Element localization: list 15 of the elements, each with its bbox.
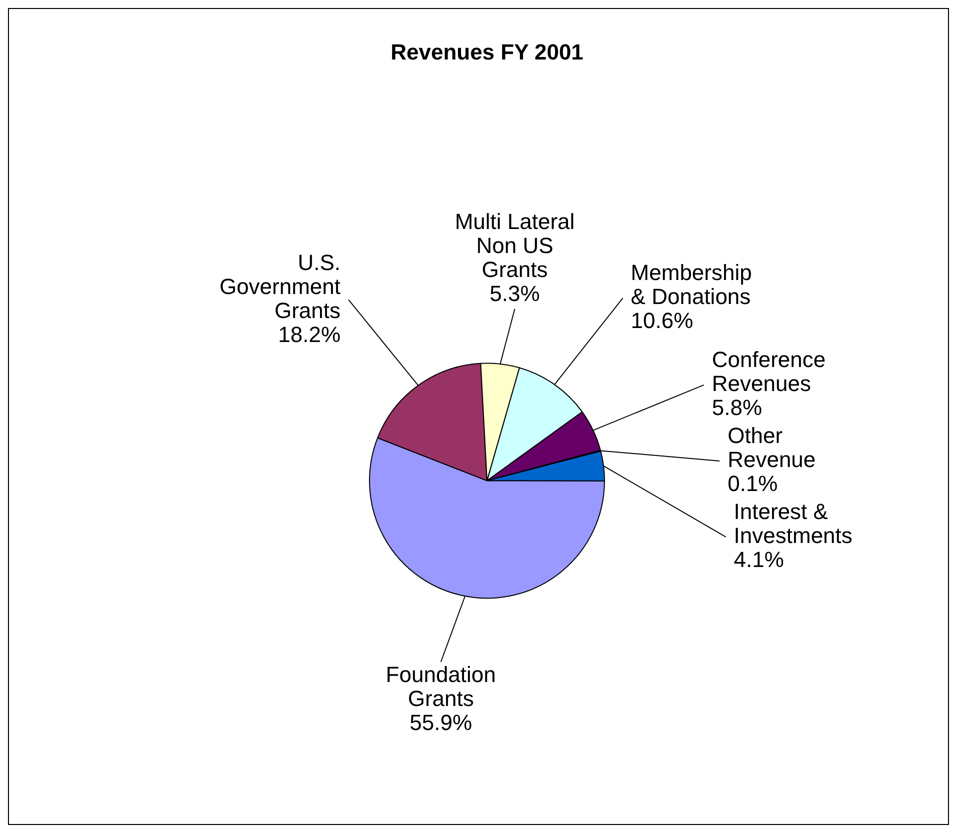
- data-label: 18.2%: [278, 322, 341, 347]
- data-label: 55.9%: [410, 710, 472, 736]
- data-label: 0.1%: [728, 471, 778, 496]
- slice-label: Multi Lateral Non US Grants: [454, 208, 575, 282]
- slice-label: Other Revenue: [728, 423, 816, 472]
- data-label: 5.8%: [712, 395, 762, 420]
- slice-label: U.S. Government Grants: [219, 250, 341, 323]
- data-label: 4.1%: [734, 547, 784, 572]
- slice-label: Membership & Donations: [630, 260, 752, 310]
- slice-label: Interest & Investments: [734, 499, 852, 548]
- data-label: 10.6%: [630, 308, 694, 334]
- data-label: 5.3%: [490, 280, 540, 306]
- slice-label: Conference Revenues: [712, 347, 826, 396]
- slice-label: Foundation Grants: [386, 662, 496, 712]
- chart-title: Revenues FY 2001: [390, 39, 584, 64]
